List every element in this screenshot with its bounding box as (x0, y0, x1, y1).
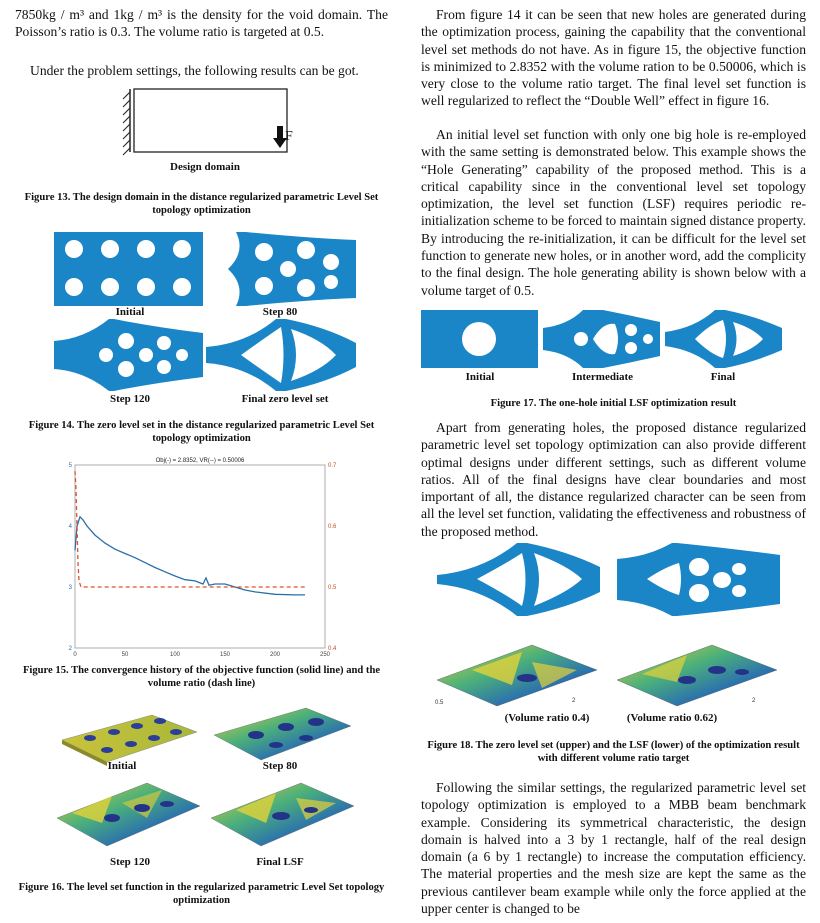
right-paragraph-2: An initial level set function with only … (421, 127, 806, 298)
convergence-chart: Obj(-) = 2.8352, VR(--) = 0.50006 0 50 100 1… (69, 458, 337, 658)
series-line-objective (74, 515, 305, 596)
right-paragraph-1: From figure 14 it can be seen that new h… (421, 7, 806, 109)
x-tick-label-5: 250 (320, 652, 331, 658)
fig17-label-final: Final (710, 371, 736, 383)
figure-14-caption: Figure 14. The zero level set in the dis… (28, 420, 375, 444)
intro-paragraph: 7850kg / m³ and 1kg / m³ is the density … (15, 7, 388, 40)
fig18-vr04-zero-level-set (437, 543, 600, 616)
results-paragraph: Under the problem settings, the followin… (30, 63, 359, 78)
x-tick-label-1: 50 (122, 652, 129, 658)
fig17-label-intermediate: Intermediate (571, 371, 634, 383)
svg-text:2: 2 (752, 698, 756, 704)
x-tick-label-4: 200 (270, 652, 281, 658)
force-label: F (285, 129, 293, 144)
fig16-label-initial: Initial (107, 760, 137, 772)
fig14-label-step80: Step 80 (262, 306, 298, 318)
fig14-step80 (206, 232, 356, 306)
design-domain-figure (122, 88, 288, 156)
series-line-volume-ratio (74, 471, 305, 588)
fig14-final (206, 319, 356, 391)
design-domain-label: Design domain (170, 161, 240, 173)
y-right-tick-label-2: 0.6 (328, 524, 337, 530)
fig16-final-lsf (210, 782, 355, 847)
right-paragraph-4: Following the similar settings, the regu… (421, 780, 806, 917)
svg-text:0.5: 0.5 (435, 700, 444, 706)
fig14-label-final: Final zero level set (241, 393, 329, 405)
fig16-label-final: Final LSF (256, 856, 304, 868)
y-left-tick-label-2: 4 (69, 524, 73, 530)
fig18-vr062-zero-level-set (617, 543, 780, 616)
x-tick-label-2: 100 (170, 652, 181, 658)
right-paragraph-3: Apart from generating holes, the propose… (421, 420, 806, 539)
y-right-tick-label-0: 0.4 (328, 646, 337, 652)
chart-title: Obj(-) = 2.8352, VR(--) = 0.50006 (156, 458, 245, 464)
y-left-tick-label-0: 2 (69, 646, 73, 652)
fig18-vr062-lsf: 2 (616, 644, 778, 707)
figure-15-caption: Figure 15. The convergence history of th… (22, 665, 381, 689)
y-right-tick-label-3: 0.7 (328, 463, 337, 469)
fig14-step120 (54, 319, 203, 391)
y-left-tick-label-3: 5 (69, 463, 73, 469)
fig18-vr04-lsf: 0.5 2 (435, 644, 598, 707)
figure-16-caption: Figure 16. The level set function in the… (18, 882, 385, 906)
fig17-final (665, 310, 782, 368)
fig18-label-vr04: (Volume ratio 0.4) (504, 712, 590, 724)
fig16-step80 (213, 707, 352, 761)
design-domain-rect (133, 88, 288, 153)
fig17-initial (421, 310, 538, 368)
figure-17-caption: Figure 17. The one-hole initial LSF opti… (490, 398, 737, 409)
fig17-intermediate (543, 310, 660, 368)
force-arrow-icon (273, 138, 287, 148)
fig14-label-step120: Step 120 (109, 393, 151, 405)
plot-area (74, 464, 326, 649)
x-tick-label-3: 150 (220, 652, 231, 658)
fig18-label-vr062: (Volume ratio 0.62) (626, 712, 718, 724)
fig16-initial (61, 714, 198, 766)
fig14-label-initial: Initial (115, 306, 145, 318)
fig16-step120 (56, 782, 201, 847)
figure-18-caption: Figure 18. The zero level set (upper) an… (427, 740, 800, 764)
y-left-tick-label-1: 3 (69, 585, 73, 591)
fig14-initial (54, 232, 203, 306)
svg-text:2: 2 (572, 698, 576, 704)
fig16-label-step80: Step 80 (262, 760, 298, 772)
y-right-tick-label-1: 0.5 (328, 585, 337, 591)
figure-13-caption: Figure 13. The design domain in the dist… (24, 192, 379, 216)
x-tick-label-0: 0 (73, 652, 77, 658)
fig17-label-initial: Initial (465, 371, 495, 383)
fig16-label-step120: Step 120 (109, 856, 151, 868)
